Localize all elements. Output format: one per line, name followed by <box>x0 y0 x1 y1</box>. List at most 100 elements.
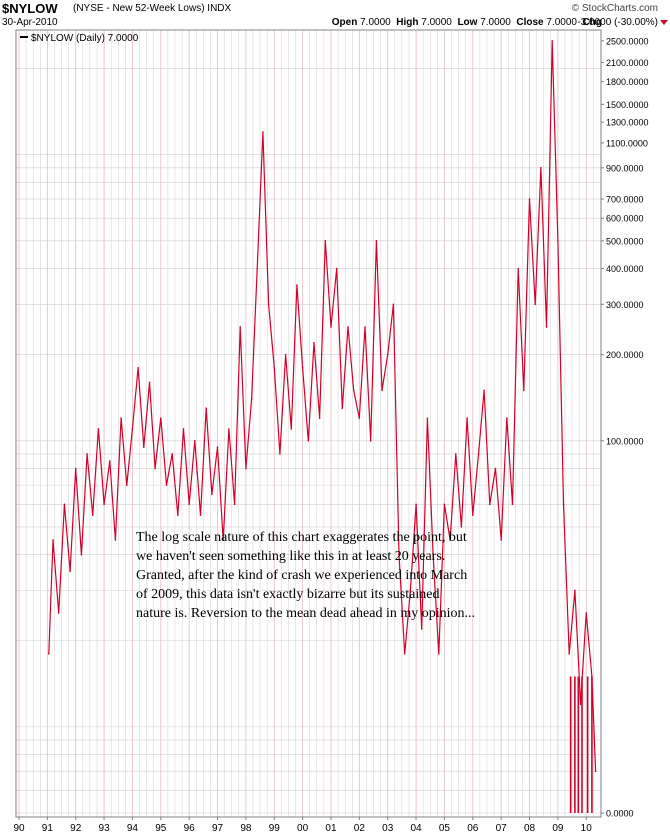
high-value: 7.0000 <box>421 17 452 28</box>
data-point <box>398 553 400 556</box>
x-tick-label: 90 <box>13 823 25 834</box>
data-point <box>420 628 423 630</box>
y-tick-label: 400.0000 <box>606 264 644 274</box>
x-tick-label: 91 <box>42 823 54 834</box>
data-point <box>415 503 417 506</box>
data-point <box>307 439 310 442</box>
series-line <box>48 40 597 772</box>
data-point <box>523 389 525 392</box>
data-point <box>392 303 395 306</box>
x-tick-label: 94 <box>127 823 139 834</box>
data-point <box>466 417 468 419</box>
change-value: -3.0000 (-30.00%) <box>577 17 658 28</box>
y-axis: 2500.0000 2100.0000 1800.0000 1500.0000 1300… <box>601 36 649 819</box>
data-point <box>517 267 519 270</box>
data-point <box>74 467 77 470</box>
data-point <box>296 284 298 286</box>
y-tick-label: 700.0000 <box>606 195 644 205</box>
data-point <box>557 240 559 242</box>
data-point <box>540 167 542 169</box>
open-value: 7.0000 <box>360 17 391 28</box>
data-point <box>97 428 100 430</box>
data-point <box>449 539 451 541</box>
data-point <box>57 612 60 614</box>
data-point <box>318 417 321 419</box>
data-point <box>171 453 173 455</box>
data-point <box>454 453 457 455</box>
x-tick-label: 97 <box>212 823 224 834</box>
data-point <box>63 503 66 506</box>
data-point <box>551 40 554 42</box>
data-point <box>335 267 338 270</box>
low-value: 7.0000 <box>480 17 511 28</box>
data-point <box>290 428 293 430</box>
data-point <box>483 389 485 392</box>
x-tick-label: 05 <box>439 823 451 834</box>
x-tick-label: 09 <box>552 823 564 834</box>
data-point <box>460 526 463 528</box>
data-point <box>211 493 213 496</box>
data-point <box>301 366 304 369</box>
data-point <box>239 326 242 328</box>
down-arrow-icon <box>660 20 668 25</box>
data-point <box>103 503 105 506</box>
quote-date: 30-Apr-2010 <box>2 17 58 28</box>
data-point <box>125 484 128 486</box>
y-tick-label: 0.0000 <box>606 809 634 819</box>
data-point <box>194 439 196 442</box>
y-tick-label: 2500.0000 <box>606 36 649 46</box>
data-point <box>177 514 179 516</box>
y-tick-label: 1500.0000 <box>606 100 649 110</box>
data-point <box>594 770 597 772</box>
data-point <box>403 653 406 655</box>
data-point <box>409 589 412 592</box>
data-point <box>80 553 83 556</box>
x-tick-label: 04 <box>411 823 423 834</box>
annotation-note: The log scale nature of this chart exagg… <box>136 530 476 621</box>
x-tick-label: 00 <box>297 823 309 834</box>
data-point <box>131 428 134 430</box>
data-point <box>471 514 474 516</box>
x-tick-label: 98 <box>240 823 252 834</box>
data-point <box>250 398 253 400</box>
ohlc-readout: Open 7.0000 High 7.0000 Low 7.0000 Close… <box>332 17 602 28</box>
data-point <box>545 326 548 328</box>
data-point <box>579 703 582 706</box>
x-axis: 90 91 92 93 94 95 96 97 98 99 00 01 02 03 04 05 06 07 08 09… <box>13 817 592 834</box>
symbol-title: $NYLOW <box>2 1 58 16</box>
symbol-description: (NYSE - New 52-Week Lows) INDX <box>73 3 232 14</box>
data-point <box>324 240 327 242</box>
data-point <box>69 570 71 573</box>
data-point <box>358 417 361 419</box>
grid <box>16 30 601 817</box>
data-point <box>160 417 162 419</box>
data-point <box>91 514 94 516</box>
data-point <box>352 389 355 392</box>
data-point <box>585 612 588 614</box>
chg-label: Chg <box>582 17 602 28</box>
high-label: High <box>396 17 419 28</box>
x-tick-label: 10 <box>581 823 593 834</box>
chart-header: $NYLOW (NYSE - New 52-Week Lows) INDX © … <box>0 0 670 30</box>
data-point <box>443 503 446 506</box>
x-tick-label: 07 <box>496 823 508 834</box>
data-point <box>86 453 88 455</box>
x-tick-label: 96 <box>184 823 196 834</box>
y-tick-label: 1100.0000 <box>606 138 648 148</box>
x-tick-label: 01 <box>325 823 337 834</box>
data-point <box>381 389 383 392</box>
data-point <box>188 503 190 506</box>
data-point <box>47 653 50 655</box>
data-point <box>165 484 168 486</box>
data-point <box>154 467 156 470</box>
open-label: Open <box>331 17 358 28</box>
legend: $NYLOW (Daily) 7.0000 <box>20 33 139 44</box>
y-tick-label: 100.0000 <box>606 436 644 446</box>
data-point <box>52 539 54 541</box>
y-tick-label: 900.0000 <box>606 163 644 173</box>
data-point <box>114 539 117 541</box>
data-point <box>432 553 434 556</box>
data-point <box>148 381 151 384</box>
data-point <box>364 326 366 328</box>
